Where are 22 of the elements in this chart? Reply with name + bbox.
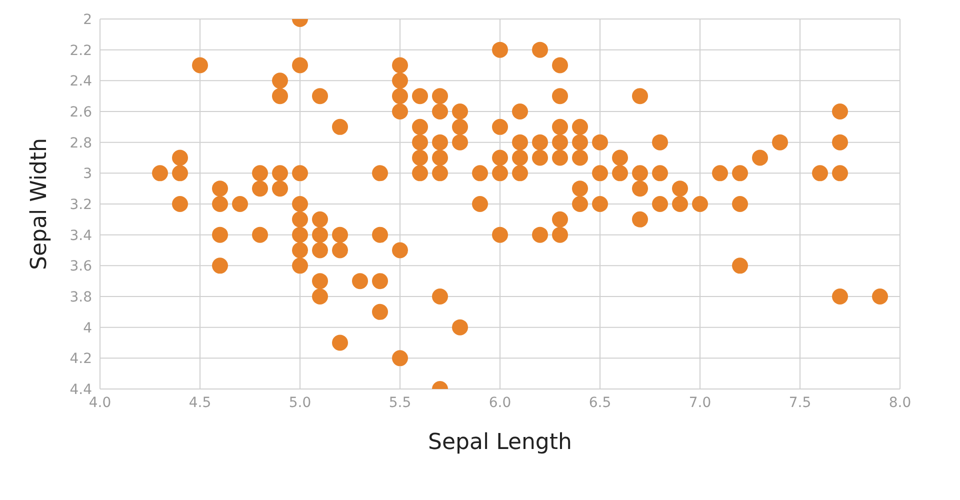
x-tick-label: 5.5 [388,394,412,411]
x-tick-label: 4.5 [188,394,212,411]
y-tick-label: 3.2 [70,196,92,213]
y-axis-title: Sepal Width [26,138,52,270]
y-tick-label: 2.2 [70,42,92,59]
y-tick-label: 4.2 [70,351,92,368]
x-tick-label: 6.5 [588,394,612,411]
y-tick-label: 3.4 [70,228,92,244]
y-tick-label: 3 [83,166,92,182]
x-tick-label: 8.0 [888,394,912,411]
y-tick-label: 2 [83,12,92,28]
y-tick-label: 3.6 [70,258,92,275]
x-tick-label: 7.0 [688,394,712,411]
y-tick-label: 4 [83,320,92,336]
x-axis-title: Sepal Length [428,430,572,455]
x-tick-label: 7.5 [788,394,812,411]
x-tick-label: 6.0 [488,394,512,411]
y-tick-label: 3.8 [70,289,92,306]
x-tick-label: 5.0 [288,394,312,411]
y-tick-label: 2.8 [70,135,92,152]
y-tick-label: 2.6 [70,104,92,120]
y-tick-label: 2.4 [70,74,92,90]
